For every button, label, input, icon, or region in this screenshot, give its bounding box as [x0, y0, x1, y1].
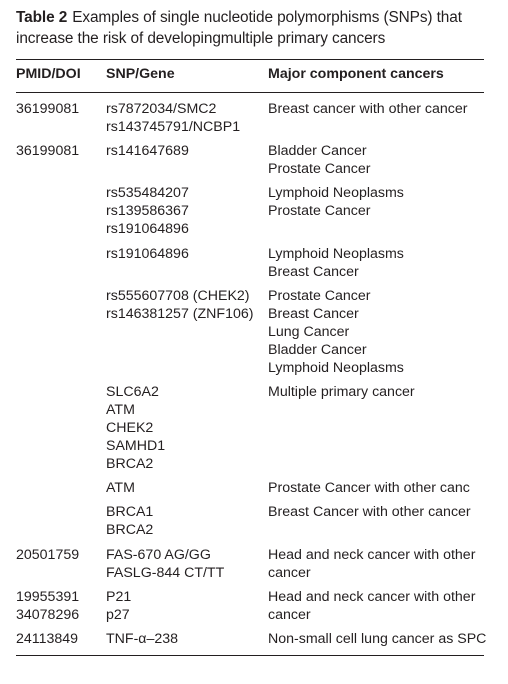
cell-line: Bladder Cancer	[268, 342, 367, 358]
cell-snp: rs141647689	[106, 142, 189, 160]
cell-cancers: Breast Cancer with other cancer	[268, 503, 471, 521]
table-top-rule	[16, 59, 484, 60]
cell-snp: rs535484207 rs139586367 rs191064896	[106, 184, 189, 238]
table-caption: Table 2 Examples of single nucleotide pol…	[16, 7, 496, 49]
cell-cancers: Lymphoid Neoplasms Breast Cancer	[268, 245, 404, 281]
cell-line: Prostate Cancer with other canc	[268, 480, 470, 496]
table-bottom-rule	[16, 655, 484, 656]
cell-line: Bladder Cancer	[268, 143, 367, 159]
cell-snp: rs191064896	[106, 245, 189, 263]
cell-line: 19955391	[16, 589, 80, 605]
cell-line: Lung Cancer	[268, 324, 350, 340]
cell-line: Multiple primary cancer	[268, 384, 415, 400]
cell-line: P21	[106, 589, 132, 605]
cell-line: Prostate Cancer	[268, 203, 371, 219]
cell-line: ATM	[106, 402, 135, 418]
cell-snp: rs7872034/SMC2 rs143745791/NCBP1	[106, 100, 240, 136]
cell-line: SLC6A2	[106, 384, 159, 400]
cell-line: 20501759	[16, 547, 80, 563]
cell-line: rs146381257 (ZNF106)	[106, 306, 254, 322]
cell-snp: P21 p27	[106, 588, 131, 624]
cell-line: 36199081	[16, 101, 80, 117]
cell-line: Lymphoid Neoplasms	[268, 360, 404, 376]
header-snp: SNP/Gene	[106, 66, 175, 82]
cell-snp: BRCA1 BRCA2	[106, 503, 153, 539]
cell-line: Head and neck cancer with other	[268, 547, 476, 563]
cell-snp: rs555607708 (CHEK2) rs146381257 (ZNF106)	[106, 287, 253, 323]
cell-line: rs191064896	[106, 246, 189, 262]
cell-line: p27	[106, 607, 130, 623]
table-label: Table 2	[16, 9, 68, 26]
cell-cancers: Non-small cell lung cancer as SPC	[268, 630, 486, 648]
cell-cancers: Prostate Cancer Breast Cancer Lung Cancer B…	[268, 287, 404, 377]
table-title: Examples of single nucleotide polymorphi…	[16, 9, 462, 47]
cell-line: 36199081	[16, 143, 80, 159]
cell-line: rs555607708 (CHEK2)	[106, 288, 250, 304]
cell-cancers: Lymphoid Neoplasms Prostate Cancer	[268, 184, 404, 220]
cell-cancers: Breast cancer with other cancer	[268, 100, 468, 118]
cell-cancers: Multiple primary cancer	[268, 383, 415, 401]
cell-pmid: 24113849	[16, 630, 78, 648]
cell-line: rs7872034/SMC2	[106, 101, 217, 117]
cell-cancers: Head and neck cancer with other cancer	[268, 546, 475, 582]
cell-line: FAS-670 AG/GG	[106, 547, 211, 563]
cell-line: Prostate Cancer	[268, 161, 371, 177]
cell-line: BRCA2	[106, 522, 154, 538]
cell-line: rs535484207	[106, 185, 189, 201]
cell-line: 34078296	[16, 607, 80, 623]
cell-line: Head and neck cancer with other	[268, 589, 476, 605]
cell-line: Breast Cancer	[268, 264, 359, 280]
cell-line: BRCA1	[106, 504, 154, 520]
cell-line: rs141647689	[106, 143, 189, 159]
cell-line: ATM	[106, 480, 135, 496]
cell-pmid: 20501759	[16, 546, 79, 564]
cell-line: cancer	[268, 607, 311, 623]
cell-snp: FAS-670 AG/GG FASLG-844 CT/TT	[106, 546, 224, 582]
cell-line: cancer	[268, 565, 311, 581]
cell-line: 24113849	[16, 631, 79, 647]
cell-line: rs191064896	[106, 221, 189, 237]
cell-line: TNF-α–238	[106, 631, 179, 647]
cell-line: Lymphoid Neoplasms	[268, 185, 404, 201]
cell-line: Non-small cell lung cancer as SPC	[268, 631, 487, 647]
cell-line: CHEK2	[106, 420, 154, 436]
cell-line: Breast Cancer with other cancer	[268, 504, 471, 520]
cell-line: Breast Cancer	[268, 306, 359, 322]
cell-line: BRCA2	[106, 456, 154, 472]
header-rule	[16, 92, 484, 93]
cell-snp: ATM	[106, 479, 135, 497]
header-cancers: Major component cancers	[268, 66, 444, 82]
cell-line: rs139586367	[106, 203, 189, 219]
cell-pmid: 36199081	[16, 142, 79, 160]
cell-line: SAMHD1	[106, 438, 166, 454]
cell-cancers: Prostate Cancer with other canc	[268, 479, 470, 497]
cell-line: FASLG-844 CT/TT	[106, 565, 225, 581]
cell-pmid: 19955391 34078296	[16, 588, 79, 624]
cell-line: rs143745791/NCBP1	[106, 119, 241, 135]
header-pmid: PMID/DOI	[16, 66, 81, 82]
cell-pmid: 36199081	[16, 100, 79, 118]
cell-cancers: Bladder Cancer Prostate Cancer	[268, 142, 371, 178]
cell-cancers: Head and neck cancer with other cancer	[268, 588, 475, 624]
cell-line: Prostate Cancer	[268, 288, 371, 304]
cell-snp: SLC6A2 ATM CHEK2 SAMHD1 BRCA2	[106, 383, 165, 473]
cell-snp: TNF-α–238	[106, 630, 178, 648]
cell-line: Lymphoid Neoplasms	[268, 246, 404, 262]
cell-line: Breast cancer with other cancer	[268, 101, 468, 117]
